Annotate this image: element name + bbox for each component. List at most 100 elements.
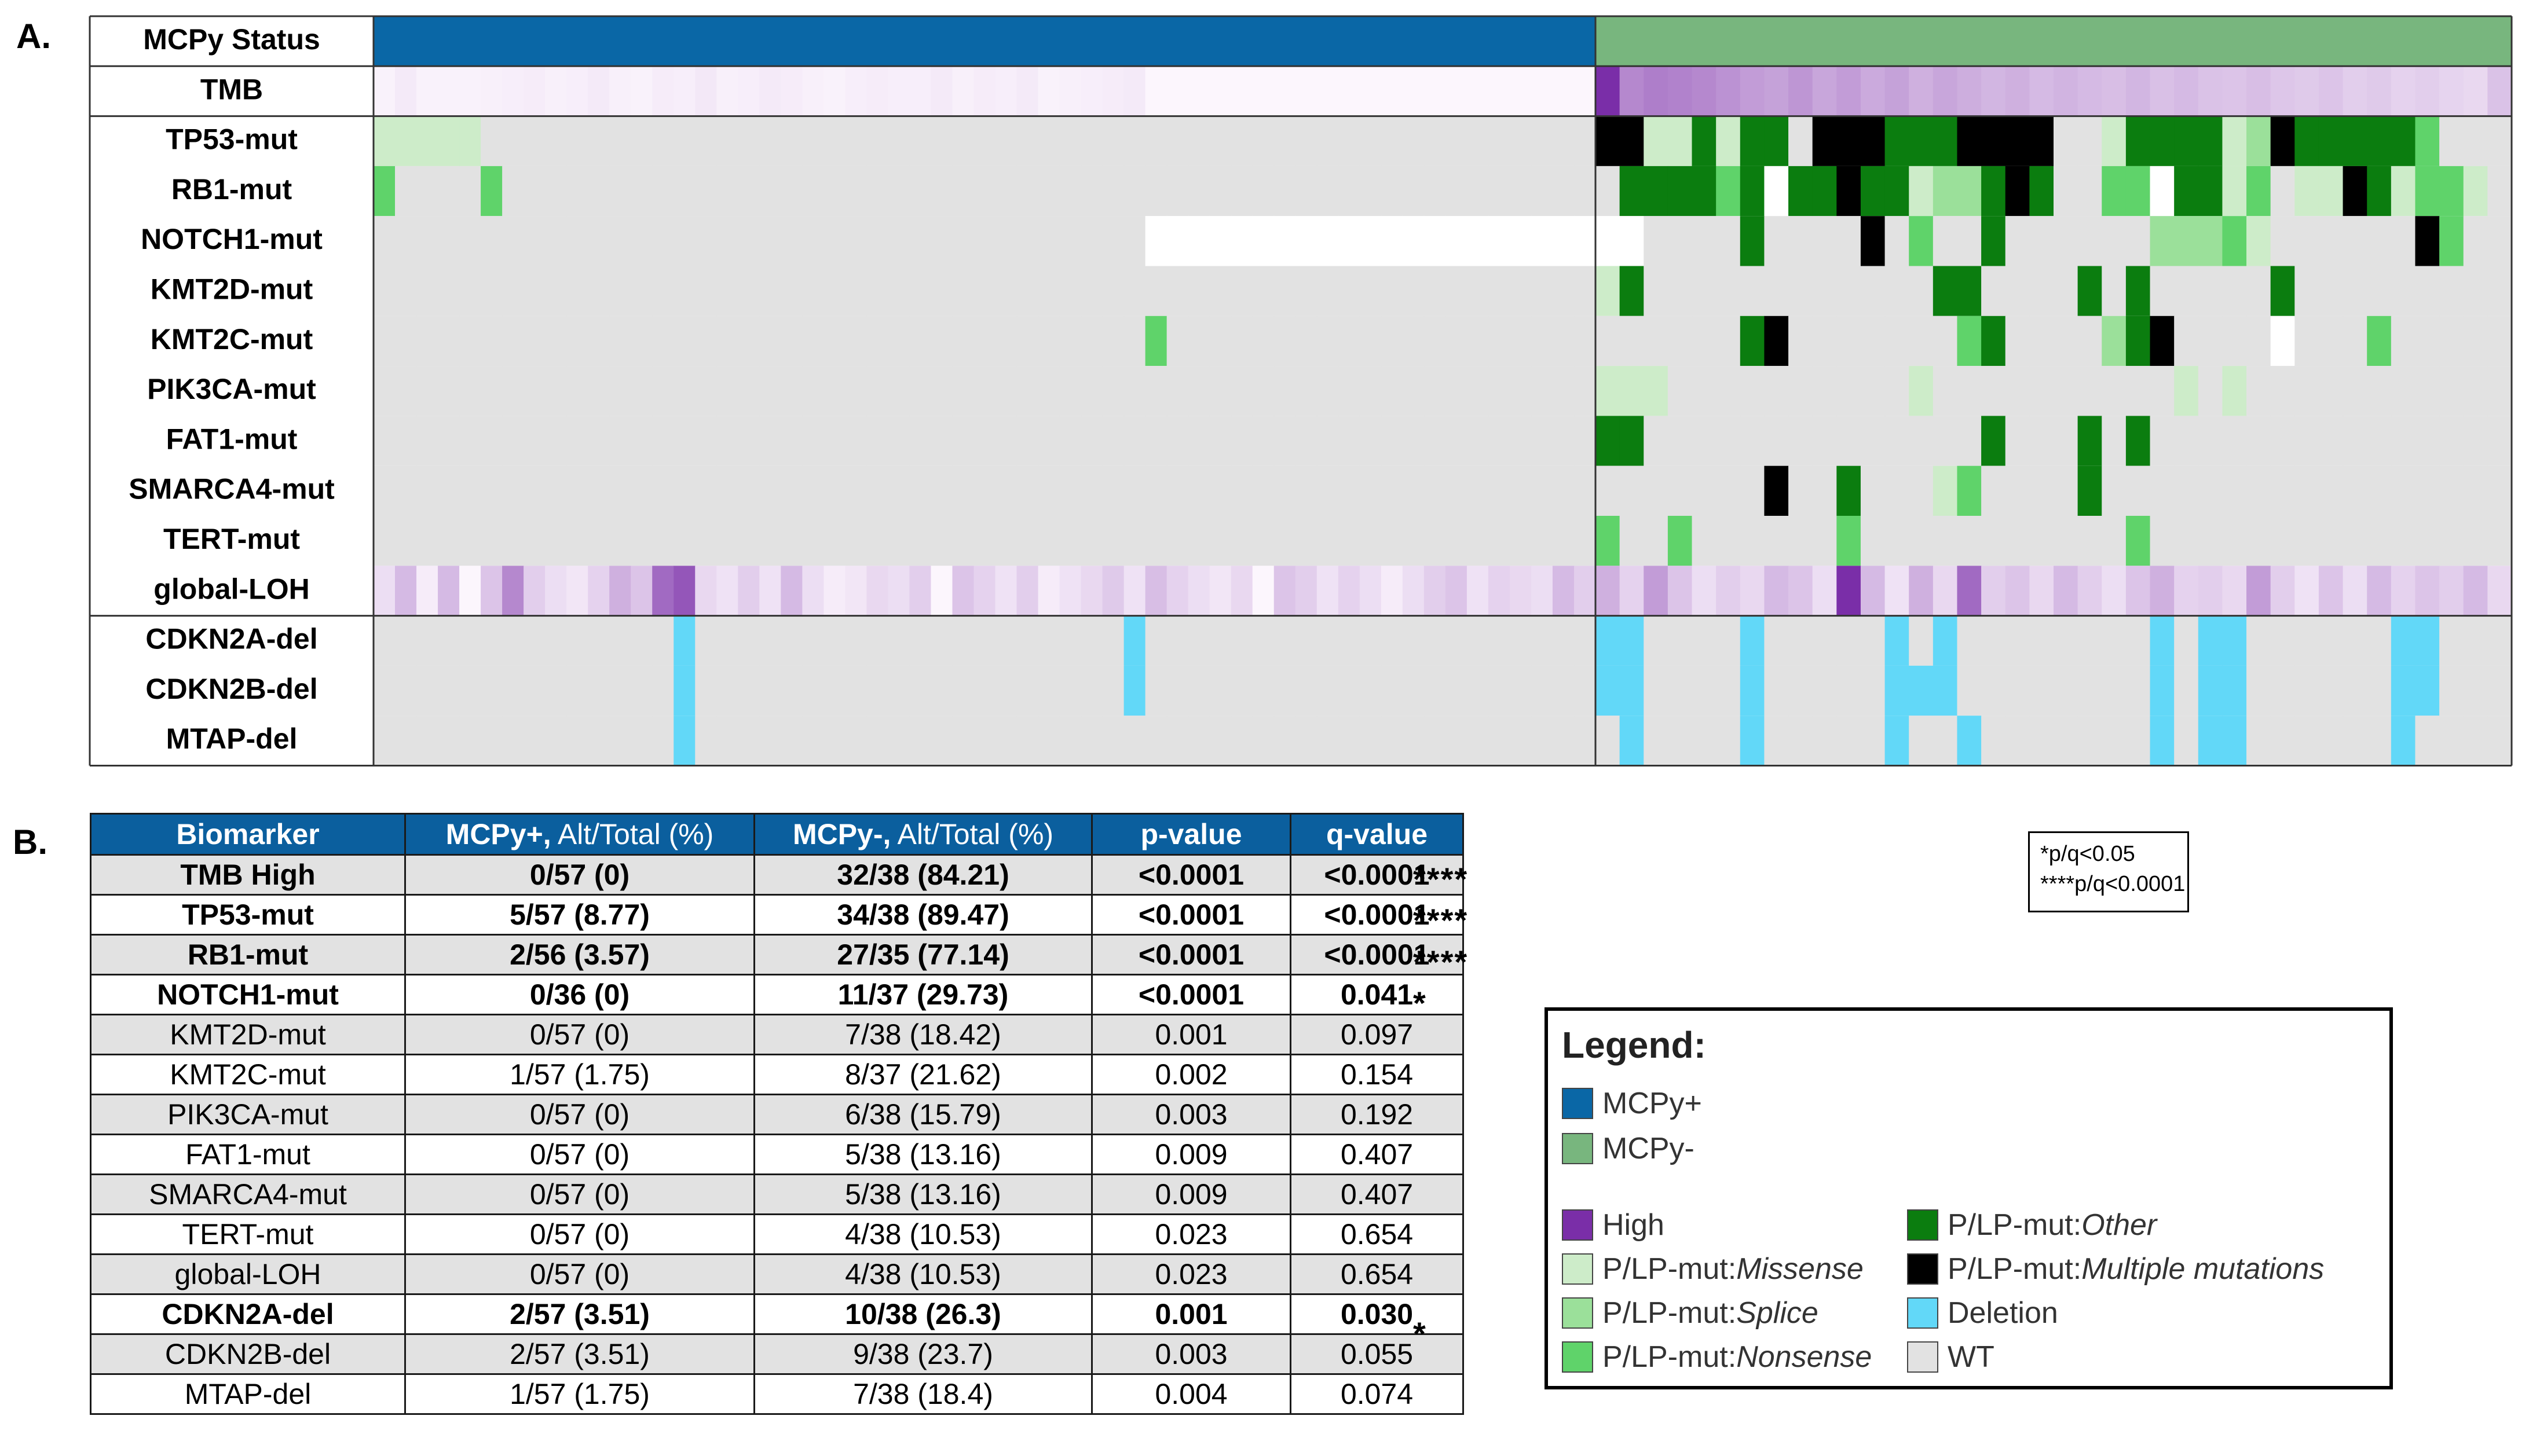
- mutation-cell: [716, 166, 738, 217]
- tmb-cell: [2487, 66, 2512, 116]
- deletion-cell: [1836, 615, 1861, 666]
- mutation-cell: [1692, 516, 1717, 566]
- deletion-cell: [1338, 665, 1360, 716]
- mutation-cell: [2318, 366, 2344, 416]
- mutation-cell: [545, 216, 567, 266]
- deletion-cell: [1188, 665, 1210, 716]
- mutation-cell: [2125, 266, 2151, 316]
- tmb-cell: [1884, 66, 1909, 116]
- mutation-cell: [1933, 266, 1958, 316]
- mutation-cell: [1209, 516, 1232, 566]
- mutation-cell: [2198, 166, 2223, 217]
- mutation-cell: [2294, 266, 2319, 316]
- mutation-cell: [481, 116, 503, 166]
- loh-cell: [716, 566, 738, 616]
- mutation-cell: [566, 416, 588, 466]
- mutation-cell: [2294, 216, 2319, 266]
- mutation-cell: [1316, 216, 1339, 266]
- legend-swatch: [1907, 1209, 1938, 1241]
- table-cell: MTAP-del: [90, 1373, 406, 1415]
- mutation-cell: [588, 166, 610, 217]
- tmb-cell: [931, 66, 953, 116]
- table-cell: 0.003: [1091, 1094, 1291, 1135]
- mutation-cell: [1836, 516, 1861, 566]
- mutation-cell: [2102, 266, 2127, 316]
- mutation-cell: [524, 116, 546, 166]
- mutation-cell: [2439, 116, 2464, 166]
- loh-cell: [438, 566, 460, 616]
- loh-cell: [695, 566, 717, 616]
- table-cell: 0.654: [1290, 1213, 1464, 1255]
- legend-label: High: [1602, 1208, 1664, 1242]
- deletion-cell: [2077, 665, 2102, 716]
- mutation-cell: [866, 465, 889, 516]
- mutation-cell: [1836, 465, 1861, 516]
- deletion-cell: [2246, 665, 2271, 716]
- mutation-cell: [1860, 516, 1886, 566]
- mutation-cell: [1957, 516, 1982, 566]
- mutation-cell: [2367, 266, 2392, 316]
- legend-swatch: [1907, 1297, 1938, 1329]
- mutation-cell: [2054, 465, 2078, 516]
- loh-cell: [545, 566, 567, 616]
- tmb-cell: [781, 66, 803, 116]
- loh-cell: [2343, 566, 2367, 616]
- mutation-cell: [1812, 316, 1837, 366]
- deletion-cell: [2174, 716, 2199, 766]
- mutation-cell: [481, 316, 503, 366]
- deletion-cell: [1145, 615, 1167, 666]
- mutation-cell: [1295, 216, 1317, 266]
- mutation-cell: [2343, 465, 2367, 516]
- mutation-cell: [1466, 366, 1489, 416]
- tmb-cell: [1059, 66, 1082, 116]
- tmb-cell: [716, 66, 738, 116]
- mutation-cell: [481, 166, 503, 217]
- mutation-cell: [1123, 316, 1146, 366]
- mutation-cell: [2054, 416, 2078, 466]
- mutation-cell: [759, 216, 781, 266]
- mutation-cell: [1381, 516, 1403, 566]
- row-label: global-LOH: [153, 573, 309, 605]
- mutation-cell: [1764, 416, 1789, 466]
- mutation-cell: [374, 216, 396, 266]
- mutation-cell: [1981, 416, 2006, 466]
- mutation-cell: [995, 216, 1018, 266]
- table-row: CDKN2A-del 2/57 (3.51) 10/38 (26.3) 0.001 0.…: [90, 1293, 1464, 1335]
- mutation-cell: [2150, 266, 2175, 316]
- mutation-cell: [1595, 316, 1620, 366]
- mutation-cell: [1081, 366, 1103, 416]
- tmb-cell: [2054, 66, 2078, 116]
- loh-cell: [1038, 566, 1060, 616]
- table-cell: KMT2C-mut: [90, 1054, 406, 1095]
- tmb-cell: [1644, 66, 1668, 116]
- mutation-cell: [1038, 166, 1060, 217]
- mutation-cell: [588, 316, 610, 366]
- mutation-cell: [1016, 516, 1039, 566]
- mutation-cell: [1860, 116, 1886, 166]
- mutation-cell: [481, 465, 503, 516]
- loh-cell: [2318, 566, 2344, 616]
- mutation-cell: [2222, 316, 2247, 366]
- table-cell: 0.041: [1290, 974, 1464, 1015]
- mutation-cell: [1059, 116, 1082, 166]
- mutation-cell: [995, 416, 1018, 466]
- mutation-cell: [1123, 116, 1146, 166]
- mutation-cell: [1509, 116, 1532, 166]
- mutation-cell: [438, 316, 460, 366]
- deletion-cell: [738, 665, 760, 716]
- table-row: PIK3CA-mut 0/57 (0) 6/38 (15.79) 0.003 0.192: [90, 1094, 1464, 1135]
- deletion-cell: [2487, 716, 2512, 766]
- deletion-cell: [438, 615, 460, 666]
- mutation-cell: [1552, 416, 1575, 466]
- mutation-cell: [1445, 266, 1467, 316]
- mutation-cell: [931, 465, 953, 516]
- mutation-cell: [1445, 366, 1467, 416]
- mutation-cell: [716, 416, 738, 466]
- mutation-cell: [1016, 316, 1039, 366]
- mutation-cell: [1531, 216, 1553, 266]
- mutation-cell: [609, 516, 631, 566]
- mutation-cell: [1316, 516, 1339, 566]
- mutation-cell: [1788, 416, 1813, 466]
- mutation-cell: [952, 216, 975, 266]
- mutation-cell: [866, 366, 889, 416]
